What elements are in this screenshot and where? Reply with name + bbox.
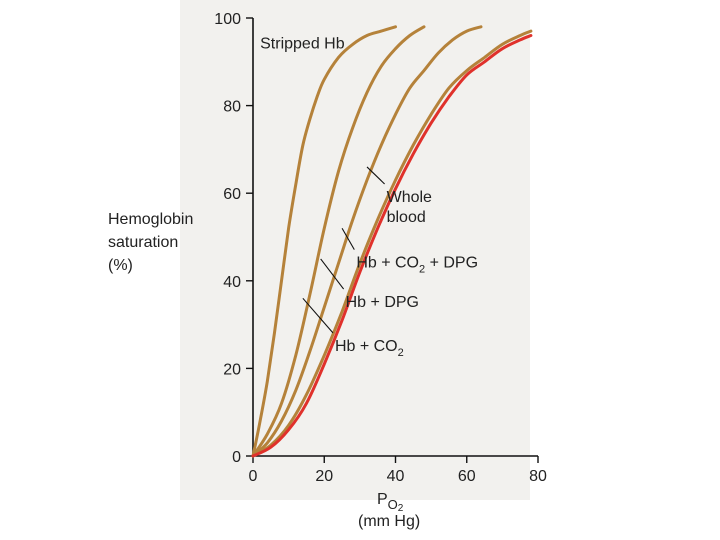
y-axis-label-line-2: saturation xyxy=(108,234,178,251)
curve-stripped-hb xyxy=(251,25,397,458)
svg-text:PO2: PO2 xyxy=(377,491,404,514)
label-hb-plus-co2: Hb + CO2 xyxy=(335,338,404,359)
x-tick-label-0: 0 xyxy=(249,468,258,485)
curve-hb-plus-co2-plus-dpg xyxy=(251,29,533,458)
label-hb-plus-co2-plus-dpg-part-3: + DPG xyxy=(425,255,478,272)
x-axis-label-o: O xyxy=(388,497,398,512)
curve-hb-plus-co2 xyxy=(251,25,426,458)
label-hb-plus-co2-plus-dpg-part-2: 2 xyxy=(419,264,425,276)
label-stripped-hb: Stripped Hb xyxy=(260,36,345,53)
label-hb-plus-co2-part-2: 2 xyxy=(398,347,404,359)
leader-whole-blood xyxy=(366,166,385,185)
label-hb-plus-dpg: Hb + DPG xyxy=(346,294,419,311)
y-axis-label-line-1: Hemoglobin xyxy=(108,211,193,228)
y-axis-label: Hemoglobin saturation (%) xyxy=(108,211,193,274)
curve-hb-plus-dpg xyxy=(251,25,483,458)
curve-whole-blood xyxy=(251,34,533,458)
x-tick-label-40: 40 xyxy=(387,468,405,485)
x-tick-label-60: 60 xyxy=(458,468,476,485)
leader-hb-plus-co2-plus-dpg xyxy=(341,227,355,250)
y-ticks: 0 20 40 60 80 100 xyxy=(214,11,253,466)
y-tick-label-40: 40 xyxy=(223,274,241,291)
y-axis-label-line-3: (%) xyxy=(108,257,133,274)
y-tick-label-0: 0 xyxy=(232,449,241,466)
annotation-leaders xyxy=(302,166,385,334)
y-tick-label-20: 20 xyxy=(223,361,241,378)
y-tick-label-80: 80 xyxy=(223,99,241,116)
leader-hb-plus-co2 xyxy=(302,297,334,334)
x-tick-label-80: 80 xyxy=(529,468,547,485)
x-tick-label-20: 20 xyxy=(315,468,333,485)
y-tick-label-60: 60 xyxy=(223,186,241,203)
y-tick-label-100: 100 xyxy=(214,11,241,28)
label-hb-plus-co2-part-1: Hb + CO xyxy=(335,338,398,355)
x-axis-label-p: P xyxy=(377,491,388,508)
x-axis-unit: (mm Hg) xyxy=(358,513,420,530)
label-whole-blood-line-1: Whole xyxy=(387,189,432,206)
label-whole-blood-line-2: blood xyxy=(387,209,426,226)
series-curves xyxy=(251,25,533,458)
label-hb-plus-co2-plus-dpg-part-1: Hb + CO xyxy=(356,255,419,272)
x-ticks: 0 20 40 60 80 xyxy=(249,456,547,485)
label-hb-plus-co2-plus-dpg: Hb + CO2 + DPG xyxy=(356,255,478,276)
leader-hb-plus-dpg xyxy=(320,258,345,290)
x-axis-label-2: 2 xyxy=(398,503,404,514)
x-axis-label: PO2 (mm Hg) xyxy=(358,491,420,530)
